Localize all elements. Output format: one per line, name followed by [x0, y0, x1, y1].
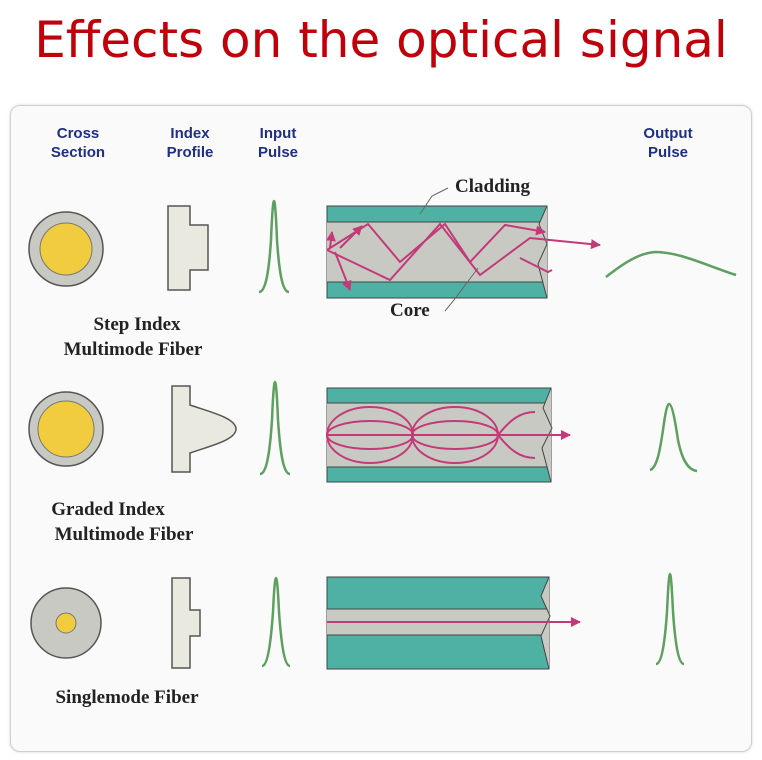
core-leader: [444, 267, 479, 312]
header-cross-section-line1: Cross: [56, 125, 100, 142]
cladding-label: Cladding: [455, 176, 530, 197]
step-index-cross-section: [28, 211, 104, 287]
graded-index-row: Graded Index Multimode Fiber: [28, 380, 698, 545]
singlemode-fiber: [326, 576, 581, 670]
step-index-row: Cladding Core Step Index Multimode Fiber: [28, 176, 737, 360]
header-index-profile-line2: Profile: [166, 144, 214, 161]
graded-index-input-pulse: [259, 380, 291, 476]
header-output-pulse-line1: Output: [643, 125, 693, 142]
step-index-output-pulse: [605, 250, 737, 278]
singlemode-row: Singlemode Fiber: [30, 572, 685, 708]
graded-index-output-pulse: [649, 402, 698, 473]
graded-index-cross-section: [28, 391, 104, 467]
step-index-profile: [167, 205, 209, 291]
cladding-leader: [419, 187, 449, 215]
header-cross-section: Cross Section: [38, 124, 118, 162]
core-label: Core: [390, 300, 430, 321]
header-cross-section-line2: Section: [50, 144, 106, 161]
step-index-fiber: [325, 205, 601, 299]
singlemode-name: Singlemode Fiber: [55, 687, 199, 708]
graded-index-name-line1: Graded Index: [51, 499, 165, 520]
singlemode-cross-section: [30, 587, 102, 659]
header-output-pulse: Output Pulse: [628, 124, 708, 162]
step-index-name-line2: Multimode Fiber: [64, 339, 203, 360]
singlemode-input-pulse: [261, 576, 291, 668]
header-output-pulse-line2: Pulse: [647, 144, 689, 161]
header-index-profile: Index Profile: [150, 124, 230, 162]
header-input-pulse: Input Pulse: [238, 124, 318, 162]
singlemode-index-profile: [171, 577, 201, 669]
page-title: Effects on the optical signal: [34, 11, 728, 69]
header-input-pulse-line2: Pulse: [257, 144, 299, 161]
graded-index-name-line2: Multimode Fiber: [55, 524, 194, 545]
singlemode-output-pulse: [655, 572, 685, 666]
step-index-input-pulse: [258, 199, 290, 294]
step-index-name-line1: Step Index: [93, 314, 181, 335]
header-input-pulse-line1: Input: [259, 125, 297, 142]
header-index-profile-line1: Index: [170, 125, 210, 142]
graded-index-fiber: [326, 387, 571, 483]
graded-index-profile: [171, 385, 237, 473]
